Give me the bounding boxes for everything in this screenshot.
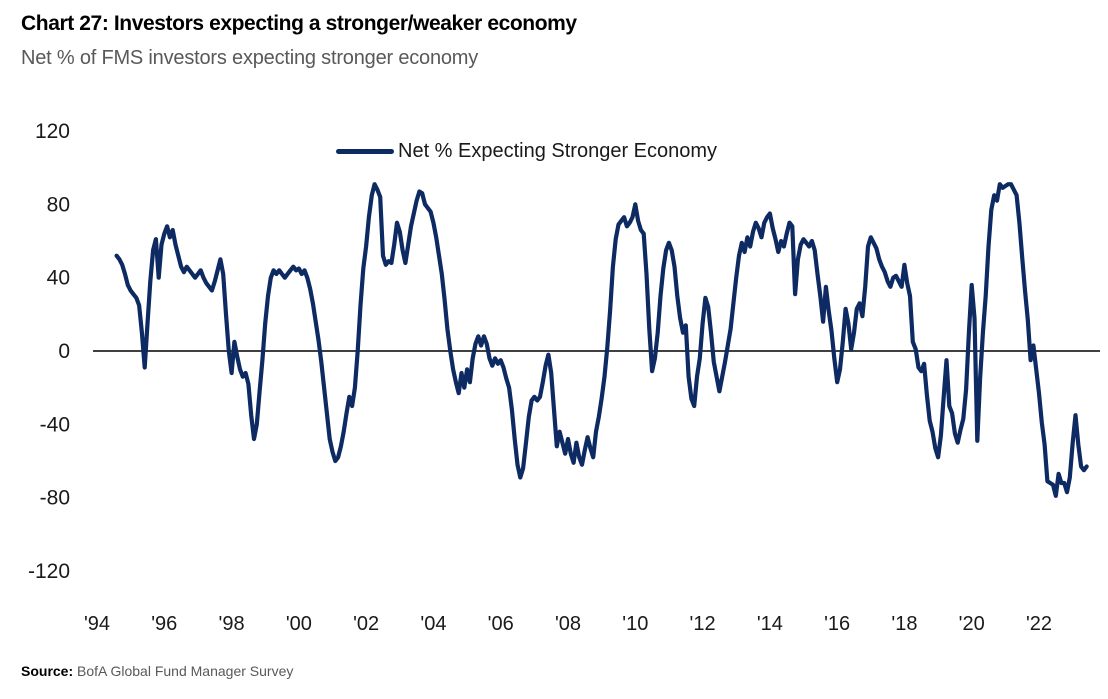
x-tick-label: '94 [84,613,110,635]
y-tick-label: 80 [47,193,70,216]
x-tick-label: '98 [219,613,245,635]
x-tick-label: '20 [959,613,985,635]
legend-label: Net % Expecting Stronger Economy [398,140,718,162]
x-tick-label: '04 [420,613,446,635]
legend-line-swatch [336,149,394,154]
x-tick-label: '16 [824,613,850,635]
y-tick-label: -120 [28,560,70,583]
x-tick-label: '10 [622,613,648,635]
x-tick-label: '22 [1026,613,1052,635]
source-line: Source: BofA Global Fund Manager Survey [21,663,293,679]
series-line [114,182,1089,498]
x-tick-label: '08 [555,613,581,635]
y-tick-label: -40 [40,413,70,436]
source-label: Source: [21,663,74,679]
x-tick-label: '12 [690,613,716,635]
x-tick-label: '00 [286,613,312,635]
chart-subtitle: Net % of FMS investors expecting stronge… [21,47,479,69]
chart-title: Chart 27: Investors expecting a stronger… [21,12,577,35]
x-tick-label: '02 [353,613,379,635]
y-tick-label: -80 [40,487,70,510]
source-text: BofA Global Fund Manager Survey [73,663,294,679]
chart-legend: Net % Expecting Stronger Economy [336,140,717,163]
y-tick-label: 0 [58,340,70,363]
y-tick-label: 120 [35,120,70,143]
x-tick-label: '14 [757,613,783,635]
y-tick-label: 40 [47,267,70,290]
x-tick-label: '18 [891,613,917,635]
x-tick-label: '96 [151,613,177,635]
x-tick-label: '06 [488,613,514,635]
